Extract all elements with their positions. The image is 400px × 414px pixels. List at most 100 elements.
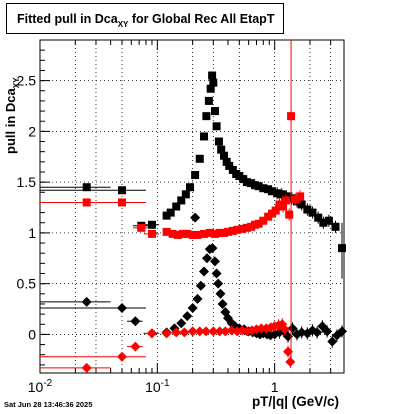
data-point-square: [188, 230, 197, 239]
data-point-diamond: [195, 280, 206, 291]
data-point-diamond: [215, 288, 226, 299]
data-point-square: [212, 122, 221, 131]
data-point-square: [118, 186, 127, 195]
data-point-diamond: [161, 328, 172, 339]
data-point-square: [297, 200, 306, 209]
x-tick-label: 1: [271, 379, 279, 395]
data-point-square: [331, 222, 340, 231]
data-point-square: [242, 178, 251, 187]
data-point-square: [200, 132, 209, 141]
title-box: Fitted pull in DcaXY for Global Rec All …: [6, 3, 284, 34]
data-point-square: [277, 190, 286, 199]
plot-frame: [39, 39, 345, 374]
x-tick-label: 10-1: [145, 378, 170, 395]
data-point-square: [303, 205, 312, 214]
y-axis-label: pull in DcaXY: [3, 78, 21, 154]
y-tick-label: 2: [28, 123, 36, 139]
data-point-square: [285, 210, 294, 219]
data-point-square: [254, 182, 263, 191]
data-point-diamond: [117, 351, 128, 362]
data-point-square: [222, 157, 231, 166]
y-axis-label-main: pull in Dca: [3, 88, 18, 154]
data-point-square: [166, 208, 175, 217]
data-point-diamond: [130, 316, 141, 327]
data-point-diamond: [220, 326, 231, 337]
data-point-square: [177, 196, 186, 205]
data-point-square: [82, 183, 91, 192]
data-point-square: [204, 96, 213, 105]
title-rest: for Global Rec All EtapT: [128, 12, 275, 26]
data-point-square: [268, 187, 277, 196]
data-point-diamond: [279, 324, 290, 335]
data-point-square: [259, 184, 268, 193]
data-point-diamond: [283, 346, 294, 357]
data-point-square: [181, 190, 190, 199]
data-point-square: [273, 189, 282, 198]
x-tick-label: 10-2: [28, 378, 53, 395]
data-point-diamond: [201, 253, 212, 264]
y-axis-label-subscript: XY: [12, 77, 21, 89]
data-point-square: [271, 206, 280, 215]
data-point-diamond: [217, 298, 228, 309]
data-point-square: [193, 230, 202, 239]
data-point-square: [225, 161, 234, 170]
date-stamp: Sat Jun 28 13:46:36 2025: [4, 400, 93, 409]
data-point-square: [282, 196, 291, 205]
data-point-diamond: [117, 303, 128, 314]
data-point-square: [314, 213, 323, 222]
data-point-square: [291, 195, 300, 204]
data-point-square: [308, 208, 317, 217]
data-point-square: [147, 229, 156, 238]
data-point-square: [200, 229, 209, 238]
data-point-square: [324, 216, 333, 225]
data-point-square: [168, 229, 177, 238]
data-point-square: [137, 223, 146, 232]
data-point-diamond: [187, 326, 198, 337]
data-point-square: [191, 171, 200, 180]
data-point-square: [279, 202, 288, 211]
data-point-square: [172, 202, 181, 211]
data-point-square: [214, 137, 223, 146]
data-point-square: [183, 229, 192, 238]
data-point-square: [178, 229, 187, 238]
data-point-diamond: [285, 356, 296, 367]
data-point-diamond: [194, 326, 205, 337]
y-tick-label: 0.5: [17, 276, 37, 292]
data-point-diamond: [287, 323, 298, 334]
data-point-diamond: [208, 326, 219, 337]
data-point-square: [215, 228, 224, 237]
data-point-square: [219, 151, 228, 160]
data-point-square: [205, 228, 214, 237]
data-point-square: [254, 219, 263, 228]
data-point-diamond: [256, 323, 267, 334]
chart-title: Fitted pull in DcaXY for Global Rec All …: [17, 12, 274, 29]
data-point-square: [319, 218, 328, 227]
data-point-square: [228, 226, 237, 235]
data-point-square: [238, 224, 247, 233]
data-point-square: [118, 198, 127, 207]
data-point-square: [147, 220, 156, 229]
data-point-diamond: [187, 303, 198, 314]
data-point-square: [296, 192, 305, 201]
data-point-diamond: [214, 326, 225, 337]
data-point-square: [209, 78, 218, 87]
data-point-diamond: [176, 318, 187, 329]
data-point-diamond: [207, 243, 218, 254]
data-point-diamond: [179, 327, 190, 338]
data-point-square: [162, 227, 171, 236]
data-point-diamond: [182, 311, 193, 322]
data-point-square: [259, 216, 268, 225]
data-point-square: [208, 71, 217, 80]
data-point-square: [210, 229, 219, 238]
data-point-diamond: [81, 296, 92, 307]
data-point-diamond: [213, 278, 224, 289]
data-point-square: [228, 165, 237, 174]
y-tick-label: 1.5: [17, 174, 37, 190]
data-point-square: [223, 227, 232, 236]
data-point-diamond: [337, 326, 348, 337]
data-point-diamond: [327, 336, 338, 347]
title-subscript: XY: [117, 20, 129, 29]
data-point-diamond: [201, 326, 212, 337]
data-point-square: [173, 230, 182, 239]
